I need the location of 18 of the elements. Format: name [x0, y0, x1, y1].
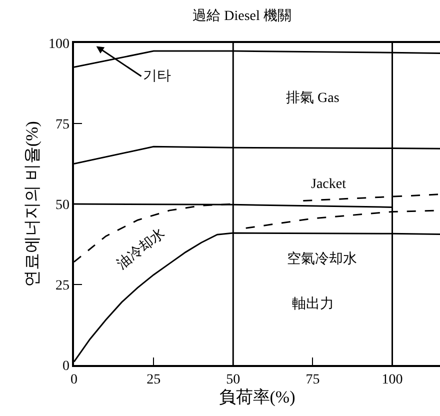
- annotation: Jacket: [311, 177, 346, 192]
- annotation: 軸出力: [292, 296, 334, 312]
- x-tick-label: 75: [306, 372, 320, 388]
- x-tick-label: 50: [226, 372, 240, 388]
- y-tick-label: 0: [62, 358, 70, 374]
- x-tick-label: 25: [146, 372, 161, 388]
- x-axis-title: 負荷率(%): [218, 388, 296, 407]
- y-axis-title: 연료에너지의 비율(%): [22, 121, 42, 287]
- y-tick-label: 100: [48, 36, 70, 52]
- annotation: 排氣 Gas: [286, 90, 340, 106]
- annotation: 空氣冷却水: [287, 251, 357, 267]
- annotation: 기타: [143, 69, 171, 84]
- x-tick-label: 100: [382, 372, 403, 388]
- chart-title: 過給 Diesel 機關: [192, 8, 292, 24]
- y-tick-label: 75: [55, 117, 70, 132]
- annotation: 油冷却水: [114, 225, 168, 272]
- y-tick-label: 25: [55, 278, 70, 294]
- y-tick-label: 50: [55, 198, 70, 213]
